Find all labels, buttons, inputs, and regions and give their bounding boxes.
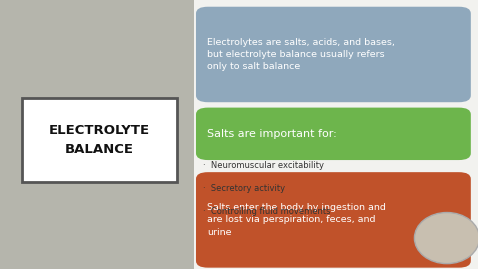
Text: ·  Secretory activity: · Secretory activity — [203, 184, 285, 193]
Text: Salts are important for:: Salts are important for: — [207, 129, 337, 139]
FancyBboxPatch shape — [196, 172, 471, 268]
Text: Salts enter the body by ingestion and
are lost via perspiration, feces, and
urin: Salts enter the body by ingestion and ar… — [207, 203, 386, 236]
Text: ELECTROLYTE
BALANCE: ELECTROLYTE BALANCE — [49, 124, 150, 156]
Text: ·  Controlling fluid movements: · Controlling fluid movements — [203, 207, 331, 216]
FancyBboxPatch shape — [196, 108, 471, 160]
Text: ·  Neuromuscular excitability: · Neuromuscular excitability — [203, 161, 324, 170]
Bar — [194, 0, 478, 269]
FancyBboxPatch shape — [22, 98, 177, 182]
Ellipse shape — [414, 213, 478, 264]
FancyBboxPatch shape — [196, 7, 471, 102]
Text: Electrolytes are salts, acids, and bases,
but electrolyte balance usually refers: Electrolytes are salts, acids, and bases… — [207, 38, 395, 71]
